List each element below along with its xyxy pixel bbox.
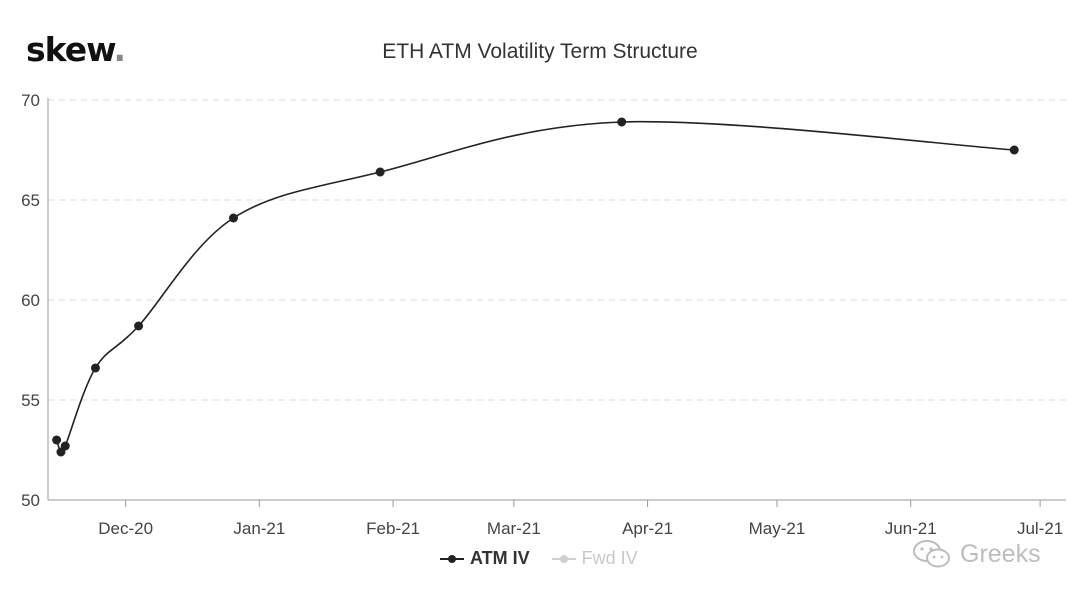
logo-dot: .: [113, 30, 126, 69]
wechat-icon: [913, 540, 950, 568]
data-point-atm-iv-3: [90, 363, 100, 373]
x-tick-label-Feb-21: Feb-21: [366, 519, 420, 538]
data-point-atm-iv-5: [228, 213, 238, 223]
y-tick-label-50: 50: [21, 491, 40, 510]
skew-logo: skew.: [26, 30, 126, 69]
legend-label-fwd-iv: Fwd IV: [581, 548, 638, 568]
data-point-atm-iv-4: [134, 321, 144, 331]
y-tick-label-70: 70: [21, 91, 40, 110]
data-point-atm-iv-8: [1009, 145, 1019, 155]
x-tick-label-Dec-20: Dec-20: [98, 519, 153, 538]
chart-legend: ATM IV Fwd IV: [440, 548, 638, 569]
x-tick-label-May-21: May-21: [749, 519, 806, 538]
series-line-atm-iv: [55, 120, 1015, 456]
logo-text: skew: [26, 30, 114, 69]
x-tick-label-Jan-21: Jan-21: [233, 519, 285, 538]
chart-title: ETH ATM Volatility Term Structure: [382, 40, 698, 63]
watermark-text: Greeks: [960, 539, 1041, 568]
fwd-iv-line-marker-icon: [551, 554, 576, 563]
data-point-atm-iv-2: [60, 441, 70, 451]
legend-item-atm-iv[interactable]: ATM IV: [440, 548, 530, 569]
x-tick-label-Jul-21: Jul-21: [1017, 519, 1063, 538]
legend-item-fwd-iv[interactable]: Fwd IV: [551, 548, 638, 569]
y-tick-label-55: 55: [21, 391, 40, 410]
watermark: Greeks: [912, 538, 1041, 570]
x-tick-label-Apr-21: Apr-21: [622, 519, 673, 538]
data-point-atm-iv-6: [375, 167, 385, 177]
y-tick-label-65: 65: [21, 191, 40, 210]
atm-iv-line-marker-icon: [440, 554, 464, 563]
data-point-atm-iv-7: [617, 117, 627, 127]
data-point-atm-iv-0: [52, 435, 62, 445]
legend-label-atm-iv: ATM IV: [470, 548, 530, 568]
x-tick-label-Mar-21: Mar-21: [487, 519, 541, 538]
x-tick-label-Jun-21: Jun-21: [885, 519, 937, 538]
y-tick-label-60: 60: [21, 291, 40, 310]
